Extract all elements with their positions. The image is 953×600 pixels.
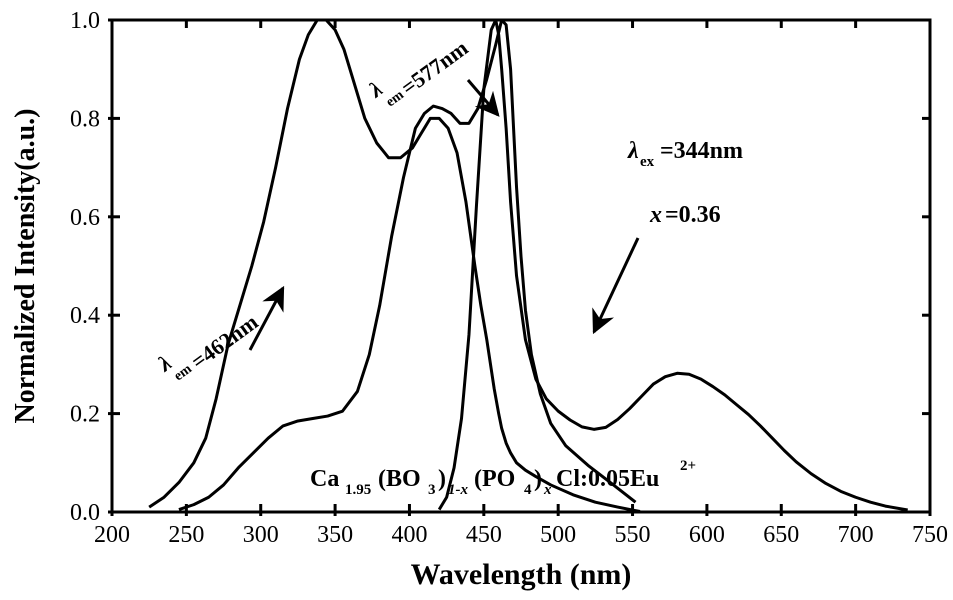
annotation-text: 4 <box>524 482 532 498</box>
ytick-label: 0.6 <box>70 205 100 231</box>
xtick-label: 250 <box>168 522 204 548</box>
annotation-text: 1-x <box>448 482 468 498</box>
annotation-text: (BO <box>378 466 421 492</box>
annotation-text: ) <box>438 466 446 492</box>
xtick-label: 750 <box>912 522 948 548</box>
xtick-label: 300 <box>243 522 279 548</box>
annotation-text: ) <box>534 466 542 492</box>
ytick-label: 0.2 <box>70 402 100 428</box>
annotation-text: Ca <box>310 466 339 492</box>
spectrum-chart: 2002503003504004505005506006507007500.00… <box>0 0 953 600</box>
ylabel: Normalized Intensity(a.u.) <box>10 109 41 424</box>
xtick-label: 550 <box>615 522 651 548</box>
annotation-text: x <box>649 202 662 228</box>
ytick-label: 0.4 <box>70 303 100 329</box>
annotation-text: 1.95 <box>345 482 371 498</box>
annotation-text: 3 <box>428 482 436 498</box>
xtick-label: 450 <box>466 522 502 548</box>
ytick-label: 0.0 <box>70 500 100 526</box>
annotation-text: (PO <box>474 466 515 492</box>
ytick-label: 0.8 <box>70 106 100 132</box>
xtick-label: 700 <box>838 522 874 548</box>
annotation-text: Cl:0.05Eu <box>556 466 659 492</box>
xtick-label: 400 <box>391 522 427 548</box>
ytick-label: 1.0 <box>70 8 100 34</box>
annotation-text: =344nm <box>660 138 743 164</box>
annotation-text: ex <box>640 154 655 170</box>
xtick-label: 650 <box>763 522 799 548</box>
xtick-label: 600 <box>689 522 725 548</box>
annotation-text: λ <box>627 138 639 164</box>
annotation-text: x <box>543 482 552 498</box>
xtick-label: 500 <box>540 522 576 548</box>
xlabel: Wavelength (nm) <box>411 558 632 591</box>
annotation-text: =0.36 <box>665 202 721 228</box>
annotation-text: 2+ <box>680 458 696 474</box>
xtick-label: 350 <box>317 522 353 548</box>
